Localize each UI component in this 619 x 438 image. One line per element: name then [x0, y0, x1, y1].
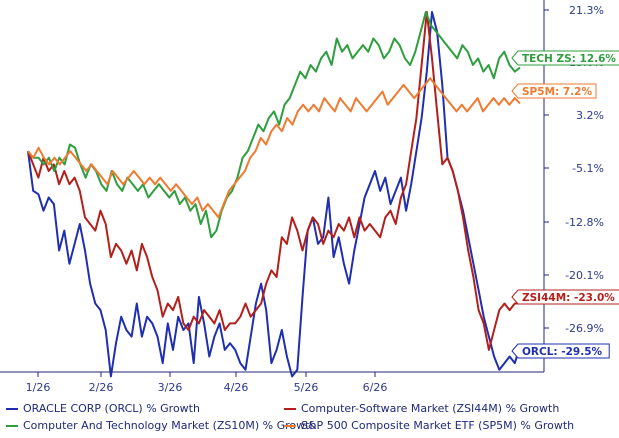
legend-label-3: S&P 500 Composite Market ETF (SP5M) % Gr…	[301, 419, 575, 432]
legend-label-1: Computer-Software Market (ZSI44M) % Grow…	[301, 402, 560, 415]
y-tick-label-6: -26.9%	[565, 322, 604, 335]
x-tick-label-3: 4/26	[224, 381, 249, 394]
callout-3: ORCL: -29.5%	[511, 343, 610, 359]
series-line-1	[27, 11, 520, 351]
legend-item-0: ORACLE CORP (ORCL) % Growth	[6, 402, 200, 415]
legend-item-3: S&P 500 Composite Market ETF (SP5M) % Gr…	[284, 419, 574, 432]
callout-label-3: ORCL: -29.5%	[522, 346, 603, 358]
legend-swatch-2	[6, 424, 18, 427]
legend-swatch-3	[284, 424, 296, 427]
legend-item-1: Computer-Software Market (ZSI44M) % Grow…	[284, 402, 559, 415]
callout-box-3	[511, 343, 610, 359]
series-line-0	[27, 11, 521, 378]
y-tick-label-5: -20.1%	[565, 269, 604, 282]
x-tick-label-4: 5/26	[294, 381, 319, 394]
legend-label-2: Computer And Technology Market (ZS10M) %…	[23, 419, 317, 432]
legend-swatch-1	[284, 407, 296, 410]
y-tick-layer: 21.3%13.6%3.2%-5.1%-12.8%-20.1%-26.9%	[544, 4, 604, 335]
series-layer	[27, 11, 521, 378]
callout-box-1	[511, 83, 597, 99]
callout-layer: TECH ZS: 12.6% SP5M: 7.2% ZSI44M: -23.0% OR…	[511, 50, 619, 359]
x-tick-label-5: 6/26	[363, 381, 388, 394]
x-tick-label-0: 1/26	[26, 381, 51, 394]
callout-1: SP5M: 7.2%	[511, 83, 597, 99]
callout-box-2	[511, 289, 619, 305]
y-tick-label-4: -12.8%	[565, 216, 604, 229]
callout-0: TECH ZS: 12.6%	[511, 50, 619, 66]
callout-2: ZSI44M: -23.0%	[511, 289, 619, 305]
legend-label-0: ORACLE CORP (ORCL) % Growth	[23, 402, 200, 415]
x-tick-label-1: 2/26	[89, 381, 114, 394]
callout-label-1: SP5M: 7.2%	[522, 86, 592, 98]
y-tick-label-0: 21.3%	[569, 4, 604, 17]
legend-item-2: Computer And Technology Market (ZS10M) %…	[6, 419, 316, 432]
x-tick-layer: 1/26 2/26 3/26 4/26 5/26 6/26	[26, 372, 388, 394]
callout-label-2: ZSI44M: -23.0%	[522, 292, 615, 304]
series-line-2	[27, 11, 521, 239]
callout-label-0: TECH ZS: 12.6%	[522, 53, 616, 65]
callout-box-0	[511, 50, 619, 66]
y-tick-label-2: 3.2%	[576, 109, 604, 122]
legend-swatch-0	[6, 407, 18, 410]
x-tick-label-2: 3/26	[158, 381, 183, 394]
y-tick-label-3: -5.1%	[572, 162, 604, 175]
series-line-3	[27, 77, 521, 219]
